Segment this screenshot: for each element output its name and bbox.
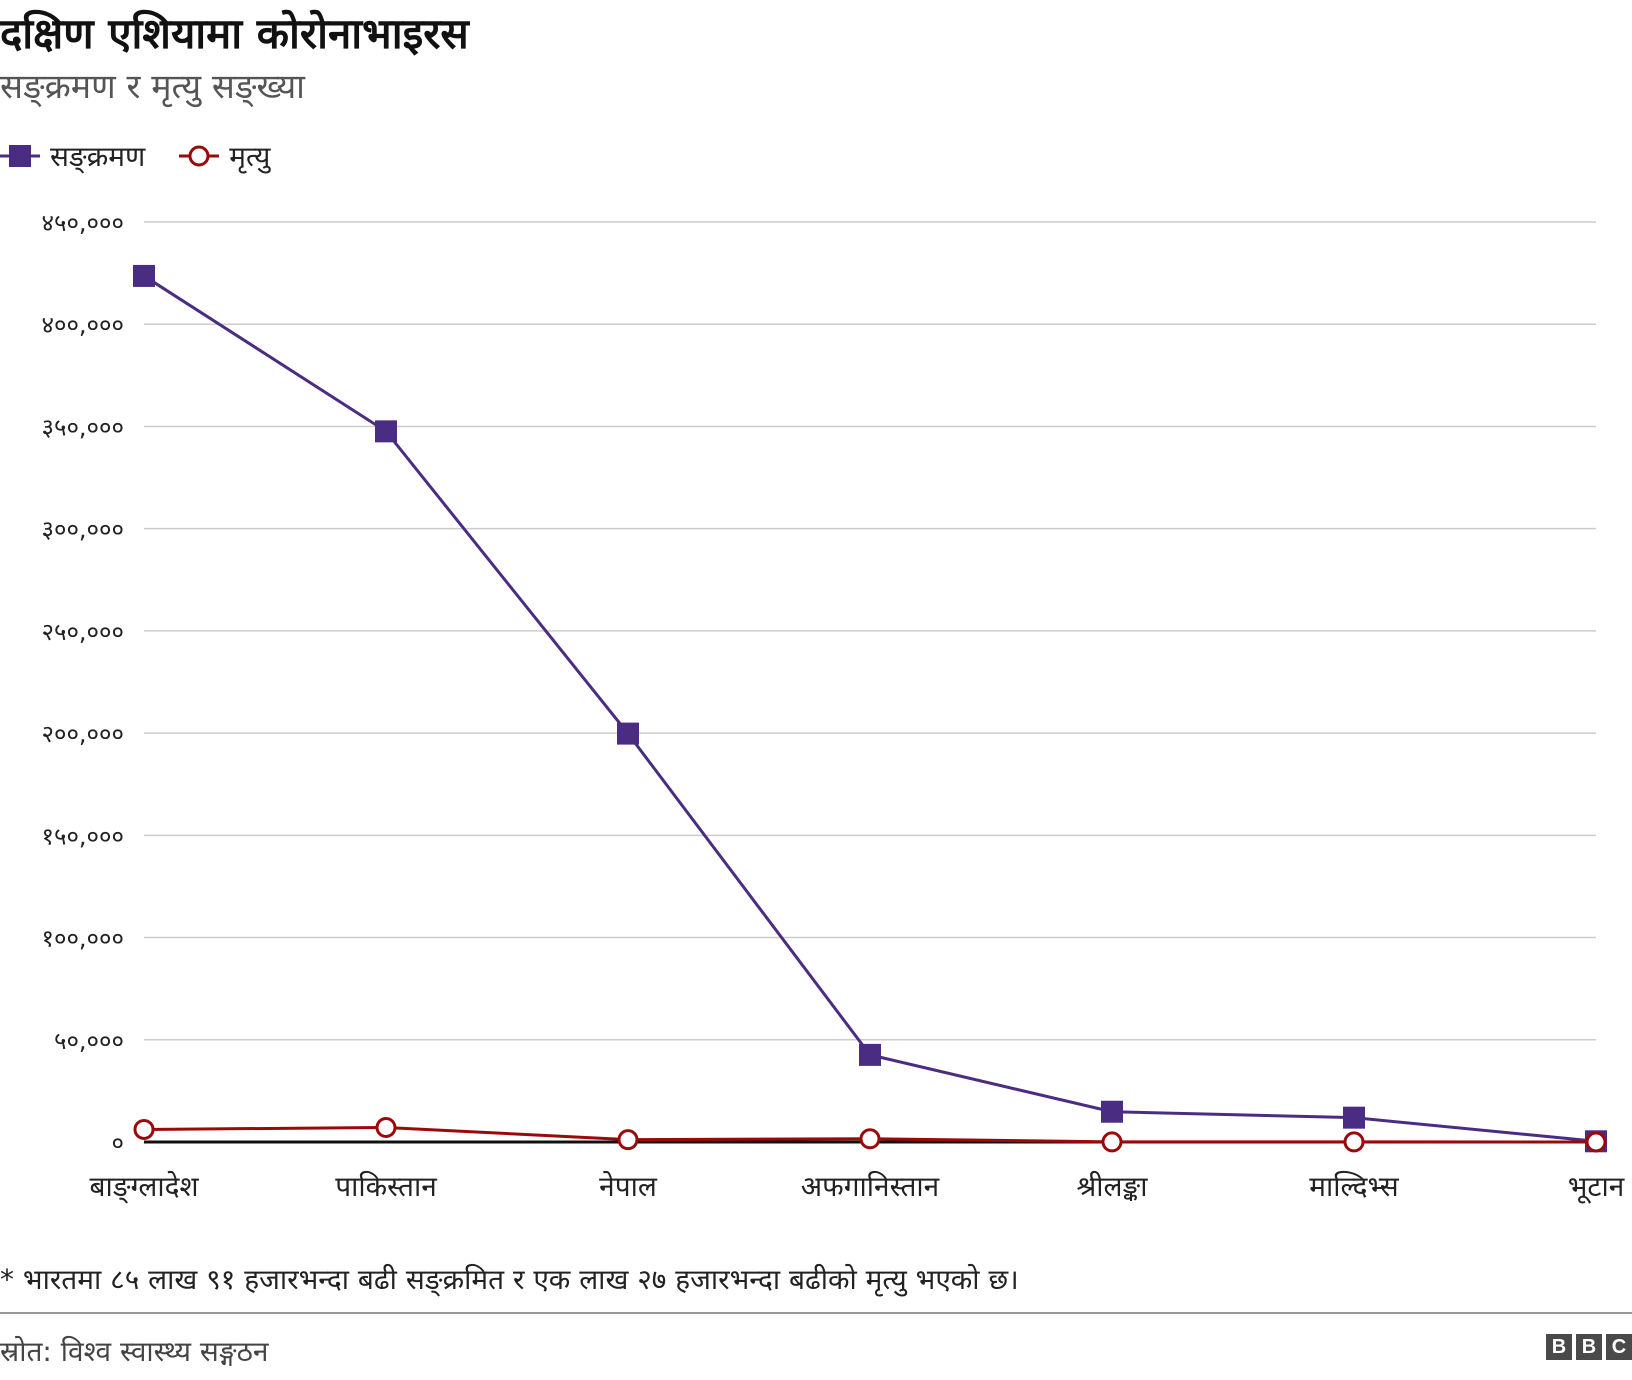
- chart-title: दक्षिण एशियामा कोरोनाभाइरस: [0, 9, 469, 58]
- infections-point: [1101, 1100, 1123, 1123]
- x-tick-label: भूटान: [1568, 1170, 1625, 1204]
- deaths-point: [1343, 1131, 1365, 1153]
- legend-item-deaths: मृत्यु: [179, 137, 270, 175]
- logo-letter: B: [1546, 1334, 1572, 1360]
- y-tick-label: १००,०००: [41, 925, 124, 953]
- x-tick-label: श्रीलङ्का: [1076, 1170, 1148, 1203]
- infections-series-line: [143, 274, 1597, 1143]
- legend: सङ्क्रमण मृत्यु: [0, 136, 304, 176]
- chart-subtitle: सङ्क्रमण र मृत्यु सङ्ख्या: [0, 67, 305, 107]
- deaths-point: [375, 1117, 397, 1139]
- infections-point: [133, 264, 155, 287]
- infections-point: [859, 1043, 881, 1066]
- y-tick-label: ३००,०००: [41, 516, 124, 544]
- y-tick-label: ३५०,०००: [41, 413, 124, 441]
- square-marker-icon: [0, 145, 40, 167]
- x-tick-label: बाङ्ग्लादेश: [89, 1170, 199, 1204]
- infections-point: [1343, 1106, 1365, 1129]
- logo-letter: C: [1606, 1334, 1632, 1360]
- bbc-logo: B B C: [1542, 1334, 1632, 1360]
- footer-divider: [0, 1312, 1632, 1314]
- legend-label-infections: सङ्क्रमण: [50, 140, 146, 173]
- y-tick-label: २००,०००: [41, 720, 124, 748]
- deaths-point: [617, 1129, 639, 1151]
- deaths-point: [133, 1118, 155, 1140]
- infections-point: [375, 420, 397, 443]
- y-tick-label: २५०,०००: [41, 618, 124, 646]
- logo-letter: B: [1576, 1334, 1602, 1360]
- x-tick-label: नेपाल: [599, 1170, 658, 1203]
- x-tick-label: माल्दिभ्स: [1309, 1170, 1399, 1203]
- y-tick-label: ४००,०००: [41, 311, 124, 339]
- legend-label-deaths: मृत्यु: [229, 140, 271, 173]
- footnote: * भारतमा ८५ लाख ९१ हजारभन्दा बढी सङ्क्रम…: [0, 1263, 1019, 1296]
- y-tick-label: ०: [112, 1129, 124, 1157]
- y-tick-label: १५०,०००: [41, 822, 124, 850]
- y-tick-label: ४५०,०००: [41, 209, 124, 237]
- circle-marker-icon: [179, 145, 220, 167]
- deaths-point: [859, 1128, 881, 1150]
- deaths-point: [1101, 1131, 1123, 1153]
- source-text: स्रोत: विश्व स्वास्थ्य सङ्गठन: [0, 1335, 269, 1368]
- infections-point: [617, 722, 639, 745]
- deaths-point: [1585, 1131, 1607, 1153]
- y-tick-label: ५०,०००: [54, 1027, 124, 1055]
- x-tick-label: अफगानिस्तान: [801, 1170, 940, 1203]
- legend-item-infections: सङ्क्रमण: [0, 137, 145, 175]
- line-chart: ० ५०,००० १००,००० १५०,००० २००,००० २५०,००० ३००,०…: [41, 209, 1625, 1204]
- x-tick-label: पाकिस्तान: [335, 1170, 437, 1203]
